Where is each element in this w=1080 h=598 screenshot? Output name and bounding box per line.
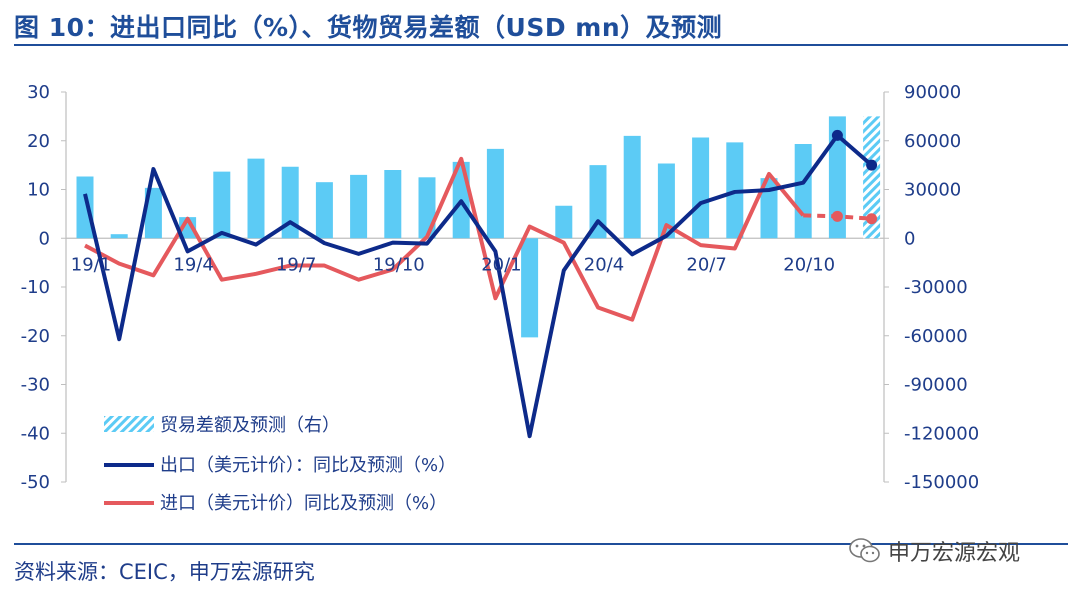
- left-tick-label: -10: [21, 277, 50, 298]
- trade-balance-bar: [760, 178, 778, 239]
- export-yoy-marker: [866, 159, 878, 171]
- right-tick-label: -30000: [904, 277, 968, 298]
- trade-balance-forecast-bar: [863, 116, 881, 239]
- watermark: 申万宏源宏观: [848, 534, 1048, 568]
- left-tick-label: -50: [21, 472, 50, 493]
- trade-balance-bar: [555, 205, 573, 239]
- watermark-text: 申万宏源宏观: [888, 541, 1021, 566]
- export-yoy-marker: [831, 129, 843, 141]
- wechat-icon: [849, 538, 880, 563]
- chart-title: 图 10：进出口同比（%）、货物贸易差额（USD mn）及预测: [14, 13, 723, 42]
- right-tick-label: 30000: [904, 180, 961, 201]
- trade-balance-bar: [281, 166, 299, 239]
- right-tick-label: 60000: [904, 131, 961, 152]
- left-tick-label: -20: [21, 326, 50, 347]
- legend-label-import: 进口（美元计价）同比及预测（%）: [160, 493, 447, 514]
- x-tick-label: 19/1: [71, 254, 111, 275]
- x-tick-label: 19/4: [173, 254, 213, 275]
- x-tick-label: 19/7: [276, 254, 316, 275]
- x-tick-label: 20/7: [686, 254, 726, 275]
- trade-balance-bar: [521, 238, 539, 338]
- left-tick-label: 30: [27, 82, 50, 103]
- legend-label-trade-balance: 贸易差额及预测（右）: [160, 415, 340, 436]
- trade-balance-bar: [76, 176, 94, 239]
- footer-rule: [14, 543, 1068, 545]
- trade-balance-bar: [315, 182, 333, 239]
- trade-balance-bar: [110, 234, 128, 239]
- trade-balance-bar: [418, 177, 436, 239]
- left-tick-label: -40: [21, 423, 50, 444]
- right-tick-label: 90000: [904, 82, 961, 103]
- trade-balance-bar: [589, 165, 607, 239]
- trade-balance-bar: [213, 171, 231, 239]
- right-tick-label: -60000: [904, 326, 968, 347]
- import-yoy-line: [84, 156, 805, 322]
- trade-balance-bar: [247, 158, 265, 239]
- x-tick-label: 20/10: [783, 254, 835, 275]
- title-rule: [14, 44, 1068, 46]
- trade-balance-bar: [384, 170, 402, 239]
- x-tick-label: 19/10: [373, 254, 425, 275]
- x-tick-label: 20/1: [481, 254, 521, 275]
- trade-balance-bar: [486, 148, 504, 239]
- left-tick-label: 10: [27, 180, 50, 201]
- left-tick-label: 20: [27, 131, 50, 152]
- left-tick-label: -30: [21, 375, 50, 396]
- x-tick-label: 20/4: [584, 254, 624, 275]
- legend-swatch-trade-balance: [104, 416, 154, 432]
- right-tick-label: -120000: [904, 423, 979, 444]
- left-tick-label: 0: [39, 228, 50, 249]
- trade-balance-bar: [692, 137, 710, 239]
- import-yoy-marker: [831, 210, 843, 222]
- right-tick-label: 0: [904, 228, 915, 249]
- import-yoy-marker: [866, 213, 878, 225]
- trade-balance-bar: [657, 163, 675, 239]
- trade-balance-bar: [828, 116, 846, 239]
- legend-label-export: 出口（美元计价）：同比及预测（%）: [160, 455, 456, 476]
- right-tick-label: -90000: [904, 375, 968, 396]
- trade-balance-bar: [144, 187, 162, 239]
- trade-balance-bar: [350, 174, 368, 239]
- trade-balance-bar: [794, 144, 812, 239]
- trade-balance-bar: [623, 135, 641, 239]
- source-note: 资料来源：CEIC，申万宏源研究: [14, 560, 315, 584]
- right-tick-label: -150000: [904, 472, 979, 493]
- export-yoy-line: [83, 133, 873, 439]
